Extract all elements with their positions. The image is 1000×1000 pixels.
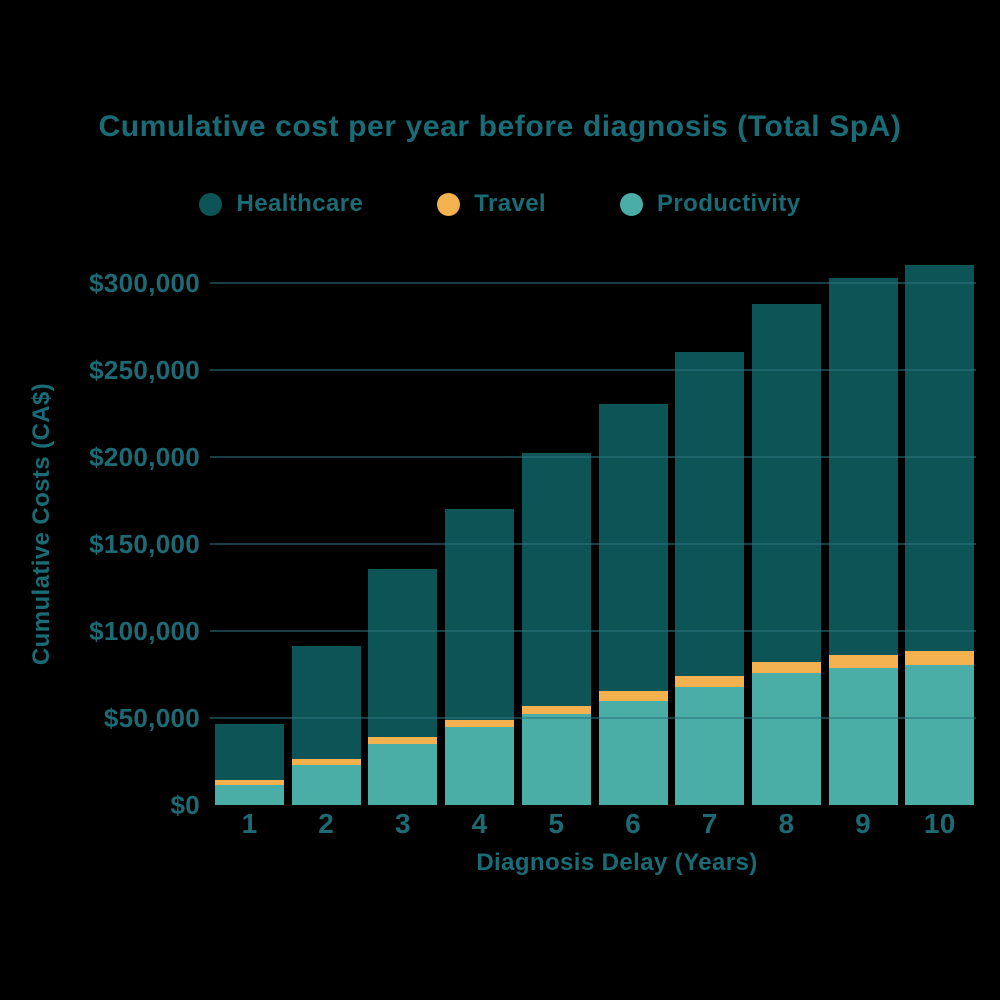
bar-segment-healthcare-year-2 xyxy=(291,645,361,760)
bar-segment-healthcare-year-7 xyxy=(675,351,745,676)
y-tick-label-150000: $150,000 xyxy=(89,529,200,559)
x-axis-title: Diagnosis Delay (Years) xyxy=(476,849,758,876)
legend-label-healthcare: Healthcare xyxy=(236,190,364,217)
bar-segment-productivity-year-4 xyxy=(445,727,515,805)
bar-segment-healthcare-year-8 xyxy=(751,304,821,662)
bar-segment-travel-year-10 xyxy=(905,651,975,665)
bar-year-1 xyxy=(215,255,284,805)
x-tick-label-8: 8 xyxy=(778,808,795,839)
bar-segment-healthcare-year-9 xyxy=(828,277,898,656)
y-tick-label-300000: $300,000 xyxy=(89,268,200,298)
legend-item-healthcare: Healthcare xyxy=(199,190,363,218)
bar-year-2 xyxy=(291,255,361,805)
legend-label-productivity: Productivity xyxy=(657,190,801,217)
bar-segment-productivity-year-6 xyxy=(598,700,668,805)
y-tick-label-0: $0 xyxy=(170,790,200,820)
bar-year-10 xyxy=(905,255,975,805)
bar-segment-travel-year-4 xyxy=(445,719,515,728)
y-tick-label-100000: $100,000 xyxy=(89,616,200,646)
bar-segment-travel-year-5 xyxy=(521,706,591,715)
legend-label-travel: Travel xyxy=(474,190,547,217)
x-tick-label-10: 10 xyxy=(923,808,956,839)
y-axis-title: Cumulative Costs (CA$) xyxy=(28,382,55,666)
bar-year-9 xyxy=(828,255,898,805)
x-tick-label-6: 6 xyxy=(625,808,641,839)
legend-item-travel: Travel xyxy=(437,190,546,218)
y-axis-tick-labels: $0 $50,000 $100,000 $150,000 $200,000 $250,00… xyxy=(0,255,200,820)
bar-segment-travel-year-7 xyxy=(675,675,745,687)
x-tick-label-5: 5 xyxy=(548,808,565,839)
x-tick-label-4: 4 xyxy=(471,808,488,839)
bar-year-3 xyxy=(368,255,438,805)
legend-swatch-travel xyxy=(437,192,461,216)
bar-segment-travel-year-3 xyxy=(368,737,438,744)
bar-year-4 xyxy=(445,255,515,805)
bar-segment-healthcare-year-10 xyxy=(905,265,975,652)
bar-segment-productivity-year-1 xyxy=(215,785,284,805)
bar-year-7 xyxy=(675,255,745,805)
x-axis-tick-labels: 1 2 3 4 5 6 7 8 9 10 xyxy=(210,808,976,844)
bar-segment-productivity-year-9 xyxy=(828,667,898,805)
bar-segment-productivity-year-8 xyxy=(751,673,821,805)
x-tick-label-1: 1 xyxy=(241,808,258,839)
x-tick-label-7: 7 xyxy=(701,808,718,839)
bar-segment-travel-year-2 xyxy=(291,759,361,765)
legend-swatch-healthcare xyxy=(199,192,223,216)
bar-segment-healthcare-year-1 xyxy=(215,723,284,780)
bar-segment-productivity-year-10 xyxy=(905,664,975,805)
x-tick-label-9: 9 xyxy=(855,808,872,839)
bar-segment-healthcare-year-5 xyxy=(521,453,591,706)
x-tick-label-2: 2 xyxy=(318,808,335,839)
bar-year-5 xyxy=(521,255,591,805)
bar-segment-travel-year-8 xyxy=(751,661,821,674)
bar-year-6 xyxy=(598,255,668,805)
bar-segment-productivity-year-5 xyxy=(521,714,591,805)
bar-segment-productivity-year-7 xyxy=(675,686,745,805)
bar-segment-productivity-year-2 xyxy=(291,764,361,805)
bar-segment-healthcare-year-3 xyxy=(368,569,438,738)
plot-area xyxy=(210,255,976,805)
y-tick-label-200000: $200,000 xyxy=(89,442,200,472)
y-tick-label-250000: $250,000 xyxy=(89,355,200,385)
bar-segment-travel-year-6 xyxy=(598,691,668,701)
legend: Healthcare Travel Productivity xyxy=(0,190,1000,218)
legend-swatch-productivity xyxy=(620,192,644,216)
bar-year-8 xyxy=(751,255,821,805)
y-tick-label-50000: $50,000 xyxy=(103,703,200,733)
bar-segment-healthcare-year-6 xyxy=(598,403,668,692)
bar-segment-healthcare-year-4 xyxy=(445,509,515,720)
x-tick-label-3: 3 xyxy=(394,808,411,839)
bar-segment-travel-year-1 xyxy=(215,779,284,785)
bar-segment-travel-year-9 xyxy=(828,655,898,668)
legend-item-productivity: Productivity xyxy=(620,190,801,218)
bar-segment-productivity-year-3 xyxy=(368,743,438,805)
chart-title: Cumulative cost per year before diagnosi… xyxy=(98,110,902,143)
